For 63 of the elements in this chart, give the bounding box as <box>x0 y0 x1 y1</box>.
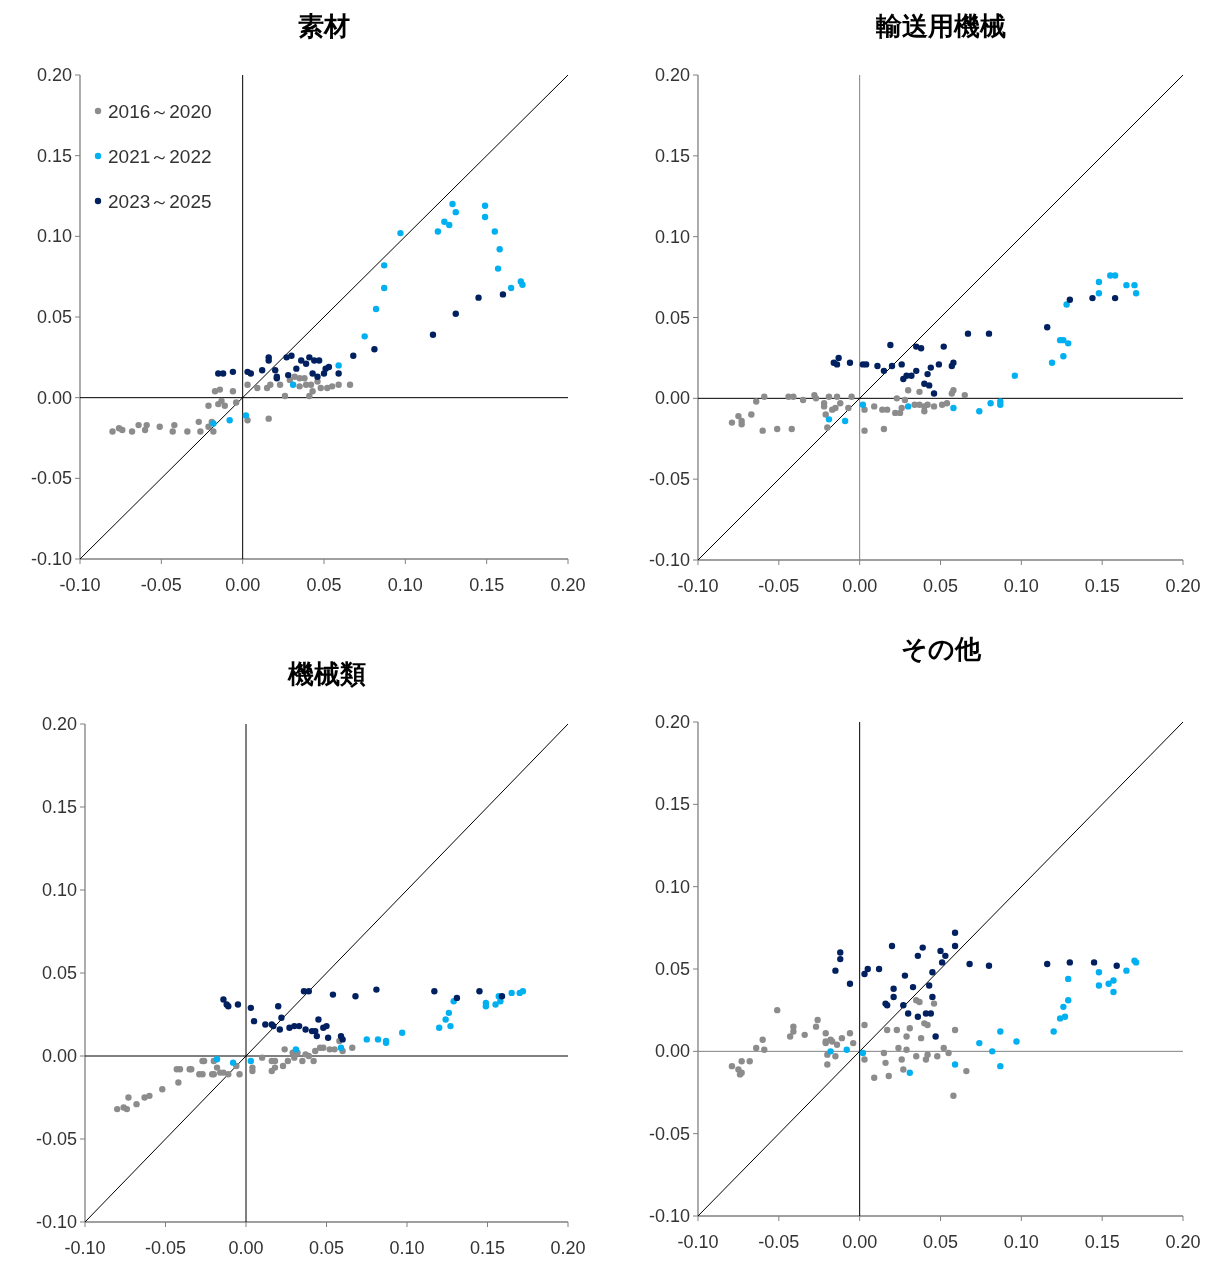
x-tick-label: 0.10 <box>1003 576 1039 596</box>
y-tick-label: 0.15 <box>654 145 690 166</box>
y-tick-label: 0.00 <box>36 387 72 408</box>
x-tick-label: -0.05 <box>144 1238 187 1258</box>
y-tick-label: 0.00 <box>654 388 690 409</box>
x-tick-label: 0.00 <box>225 575 261 595</box>
y-tick-label: 0.20 <box>654 712 690 732</box>
x-tick-label: 0.15 <box>1084 1232 1120 1252</box>
x-tick-label: 0.10 <box>389 1238 425 1258</box>
x-tick-label: 0.00 <box>842 576 878 596</box>
y-tick-label: -0.10 <box>30 549 72 569</box>
y-tick-label: -0.10 <box>35 1212 77 1232</box>
legend-label: 2016～2020 <box>108 101 212 122</box>
x-tick-label: 0.15 <box>469 1238 506 1258</box>
x-tick-label: 0.05 <box>922 576 959 596</box>
x-tick-label: 0.15 <box>1084 576 1120 596</box>
y-tick-label: -0.10 <box>648 550 690 570</box>
y-tick-label: 0.20 <box>654 65 690 85</box>
legend-label: 2023～2025 <box>108 191 212 212</box>
y-tick-label: -0.05 <box>648 469 690 490</box>
y-tick-label: 0.10 <box>654 876 690 897</box>
y-tick-label: -0.05 <box>35 1129 77 1149</box>
y-tick-label: 0.15 <box>654 794 690 815</box>
x-tick-label: 0.10 <box>387 575 423 595</box>
y-tick-label: 0.10 <box>654 226 690 247</box>
x-tick-label: 0.05 <box>306 575 342 595</box>
y-tick-label: 0.15 <box>41 797 77 817</box>
x-tick-label: -0.05 <box>758 576 800 596</box>
y-tick-label: 0.20 <box>41 714 77 734</box>
x-tick-label: 0.00 <box>228 1238 264 1258</box>
legend-label: 2021～2022 <box>108 146 212 167</box>
x-tick-label: 0.15 <box>469 575 505 595</box>
x-tick-label: -0.05 <box>758 1232 800 1252</box>
x-tick-label: -0.10 <box>64 1238 106 1258</box>
x-tick-label: 0.20 <box>1165 1232 1201 1252</box>
x-tick-label: 0.10 <box>1003 1232 1039 1252</box>
y-tick-label: 0.05 <box>654 959 690 979</box>
x-tick-label: 0.05 <box>922 1232 959 1252</box>
chart-title: その他 <box>900 634 982 664</box>
y-tick-label: 0.05 <box>654 307 690 328</box>
y-tick-label: -0.05 <box>30 468 72 489</box>
y-tick-label: -0.10 <box>648 1206 690 1226</box>
y-tick-label: 0.00 <box>41 1046 77 1066</box>
y-tick-label: 0.05 <box>41 963 77 983</box>
x-tick-label: -0.10 <box>677 1232 719 1252</box>
x-tick-label: -0.10 <box>59 575 101 595</box>
y-tick-label: 0.10 <box>36 226 72 247</box>
x-tick-label: 0.20 <box>550 575 586 595</box>
y-tick-label: 0.05 <box>36 307 72 327</box>
y-tick-label: 0.10 <box>41 880 77 900</box>
chart-title: 輸送用機械 <box>874 11 1006 41</box>
y-tick-label: 0.20 <box>36 65 72 85</box>
y-tick-label: -0.05 <box>648 1123 690 1144</box>
x-tick-label: 0.20 <box>550 1238 586 1258</box>
x-tick-label: -0.10 <box>677 576 719 596</box>
x-tick-label: 0.00 <box>842 1232 878 1252</box>
y-tick-label: 0.00 <box>654 1041 690 1062</box>
y-tick-label: 0.15 <box>36 145 72 166</box>
chart-title: 素材 <box>298 11 350 41</box>
x-tick-label: 0.05 <box>308 1238 345 1258</box>
x-tick-label: 0.20 <box>1165 576 1201 596</box>
x-tick-label: -0.05 <box>140 575 182 595</box>
chart-title: 機械類 <box>286 659 366 689</box>
